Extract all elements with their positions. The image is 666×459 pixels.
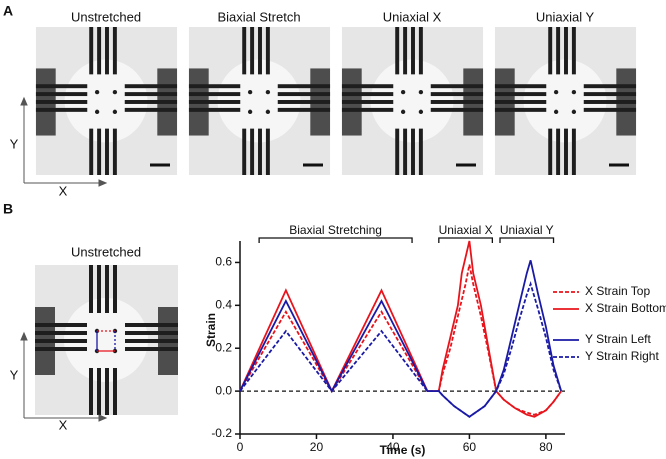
images (35, 27, 637, 415)
legend-label: Y Strain Left (585, 332, 651, 346)
xy-arrows (20, 96, 108, 422)
axis-label: Y (10, 136, 19, 151)
axis-label: Y (10, 367, 19, 382)
photo (494, 27, 637, 175)
legend-label: Y Strain Right (585, 349, 659, 363)
image-title: Uniaxial X (383, 9, 442, 24)
photo (341, 27, 484, 175)
annotation-bracket (438, 237, 494, 243)
y-tick-label: 0.0 (215, 383, 232, 397)
annotation: Biaxial Stretching (289, 223, 382, 237)
y-tick-label: 0.2 (215, 340, 232, 354)
axis-label: X (59, 417, 68, 432)
series-line (239, 264, 562, 416)
x-tick-label: 40 (386, 440, 400, 454)
panel-label: B (3, 201, 13, 217)
series-line (239, 280, 563, 418)
annotation-bracket (258, 237, 413, 243)
photo (35, 265, 178, 415)
axis-label: X (59, 183, 68, 198)
x-tick-label: 0 (237, 440, 244, 454)
y-tick-label: -0.2 (211, 426, 232, 440)
x-tick-label: 80 (539, 440, 553, 454)
image-title: Uniaxial Y (536, 9, 595, 24)
y-tick-label: 0.4 (215, 298, 232, 312)
photo (35, 27, 178, 175)
legend-label: X Strain Bottom (585, 301, 666, 315)
strain-box (96, 330, 116, 352)
image-title: Unstretched (71, 9, 141, 24)
photo (188, 27, 331, 175)
x-axis-label: Time (s) (380, 443, 426, 457)
annotation: Uniaxial Y (500, 223, 554, 237)
x-tick-label: 60 (463, 440, 477, 454)
annotation: Uniaxial X (439, 223, 493, 237)
series-line (239, 240, 562, 418)
annotation-bracket (499, 237, 555, 243)
image-title: Biaxial Stretch (217, 9, 300, 24)
panel-label: A (3, 3, 13, 19)
legend-label: X Strain Top (585, 284, 650, 298)
y-axis-label: Strain (204, 313, 218, 347)
series-line (239, 260, 563, 418)
y-tick-label: 0.6 (215, 255, 232, 269)
image-title: Unstretched (71, 244, 141, 259)
x-tick-label: 20 (310, 440, 324, 454)
